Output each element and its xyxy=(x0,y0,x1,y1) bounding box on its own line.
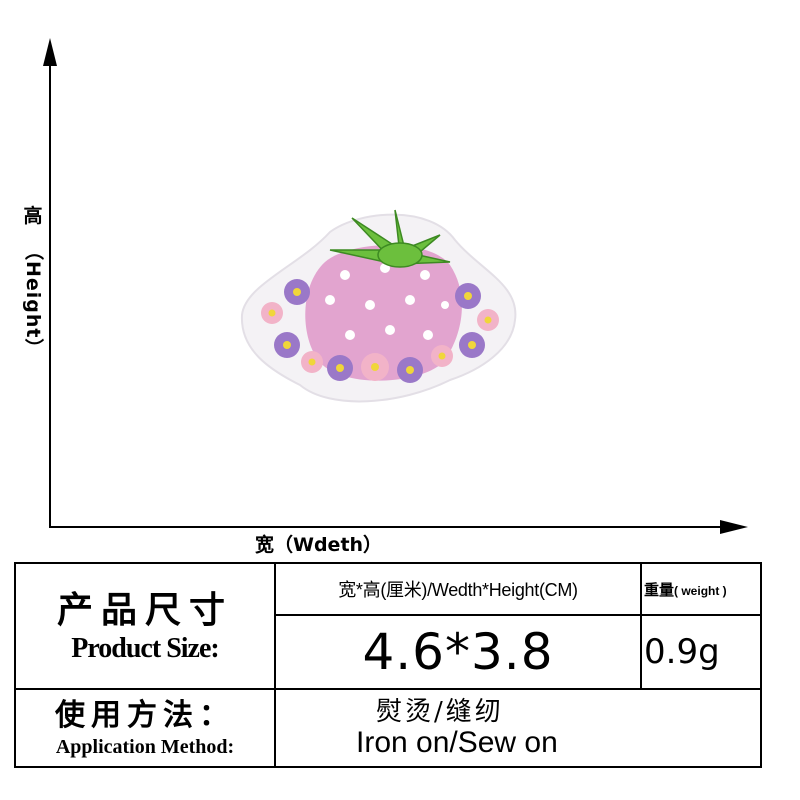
application-method-value: 熨烫/缝纫 Iron on/Sew on xyxy=(274,688,762,768)
application-method-title-cell: 使用方法： Application Method: xyxy=(14,688,276,768)
application-method-en: Iron on/Sew on xyxy=(356,726,558,759)
horizontal-axis-arrow xyxy=(720,520,748,534)
product-size-title-en: Product Size: xyxy=(71,633,219,664)
weight-header-cn: 重量 xyxy=(644,581,675,599)
size-header: 宽*高(厘米)/Wedth*Height(CM) xyxy=(274,562,642,616)
weight-header-en: ( weight ) xyxy=(674,583,727,598)
application-method-cn: 熨烫/缝纫 xyxy=(376,697,504,727)
weight-value: 0.9g xyxy=(640,614,762,690)
weight-header: 重量( weight ) xyxy=(640,562,762,616)
size-value: 4.6*3.8 xyxy=(274,614,642,690)
height-label-en: （Height） xyxy=(22,241,44,359)
spec-table: 产品尺寸 Product Size: 宽*高(厘米)/Wedth*Height(… xyxy=(14,562,762,768)
dimension-diagram xyxy=(43,38,748,534)
height-label-cn: 高 xyxy=(23,205,43,227)
width-axis-label: 宽（Wdeth） xyxy=(255,534,383,556)
strawberry-patch-image xyxy=(240,209,517,403)
product-size-title-cn: 产品尺寸 xyxy=(56,589,233,631)
vertical-axis-arrow xyxy=(43,38,57,66)
product-size-title-cell: 产品尺寸 Product Size: xyxy=(14,562,276,690)
application-method-title-cn: 使用方法： xyxy=(55,698,235,733)
height-axis-label: 高 （Height） xyxy=(18,205,48,359)
application-method-title-en: Application Method: xyxy=(55,736,235,758)
